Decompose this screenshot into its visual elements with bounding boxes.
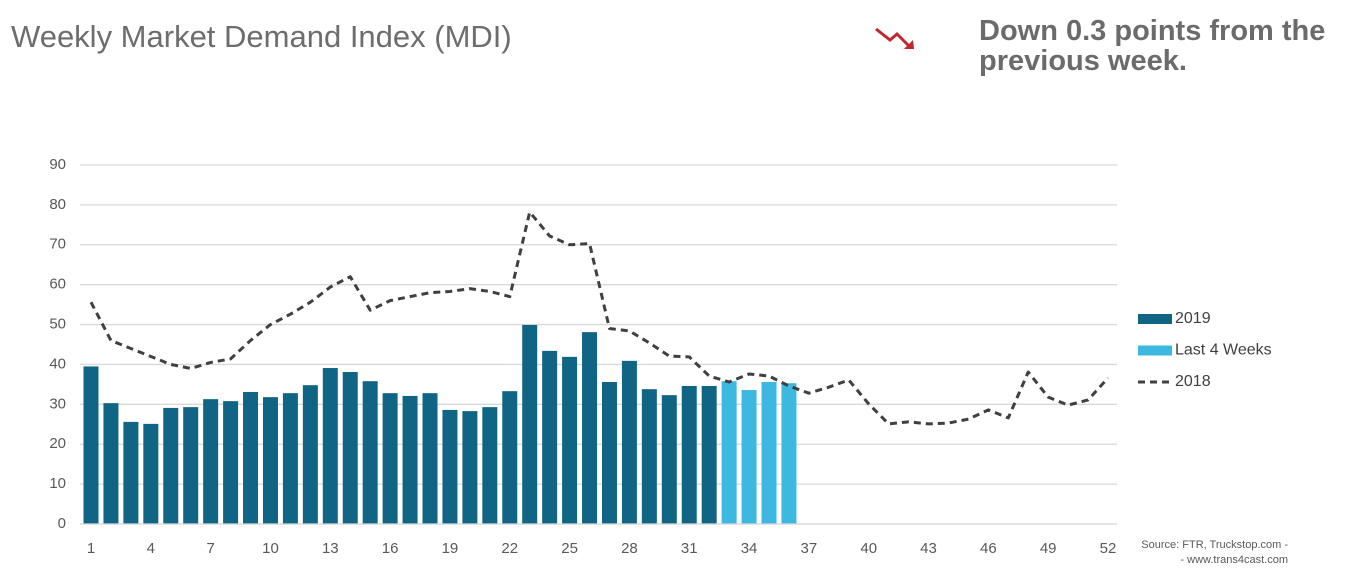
bar: [681, 385, 697, 524]
bar: [542, 350, 558, 524]
chart-title: Weekly Market Demand Index (MDI): [11, 19, 512, 54]
bar: [83, 366, 99, 524]
bar: [601, 381, 617, 524]
y-tick-label: 60: [49, 276, 66, 293]
y-tick-label: 0: [58, 515, 66, 532]
bar: [103, 403, 119, 524]
bar: [402, 395, 418, 524]
x-tick-label: 19: [442, 540, 459, 557]
bar: [582, 332, 598, 524]
x-tick-label: 40: [860, 540, 877, 557]
legend-swatch: [1138, 314, 1172, 324]
bar: [482, 407, 498, 524]
x-tick-label: 1: [87, 540, 95, 557]
y-tick-label: 50: [49, 316, 66, 333]
y-tick-label: 70: [49, 236, 66, 253]
bar: [183, 407, 199, 524]
legend-label: Last 4 Weeks: [1175, 342, 1272, 359]
x-tick-label: 49: [1040, 540, 1057, 557]
bar: [223, 401, 239, 524]
y-tick-label: 90: [49, 156, 66, 173]
legend-label: 2018: [1175, 373, 1211, 390]
bar: [123, 421, 139, 524]
down-arrow-head: [904, 40, 914, 49]
bar: [701, 385, 717, 524]
bar: [163, 407, 179, 524]
bar: [203, 399, 219, 524]
bar: [721, 381, 737, 524]
x-tick-label: 7: [206, 540, 214, 557]
source-note: Source: FTR, Truckstop.com -: [1141, 539, 1288, 551]
y-tick-label: 30: [49, 395, 66, 412]
bar: [262, 397, 278, 524]
down-arrow-icon: [875, 27, 911, 48]
bar: [342, 372, 358, 524]
bar: [302, 385, 318, 524]
x-tick-label: 16: [382, 540, 399, 557]
bar: [502, 391, 518, 524]
bar: [143, 423, 159, 524]
x-tick-label: 28: [621, 540, 638, 557]
x-tick-label: 25: [561, 540, 578, 557]
y-tick-label: 80: [49, 196, 66, 213]
bar: [741, 389, 757, 524]
x-tick-label: 37: [801, 540, 818, 557]
y-tick-label: 10: [49, 475, 66, 492]
bar: [322, 368, 338, 524]
bar: [362, 381, 378, 524]
legend-label: 2019: [1175, 310, 1211, 327]
bar: [282, 393, 298, 524]
bar: [422, 393, 438, 524]
bar: [562, 356, 578, 524]
y-tick-label: 20: [49, 435, 66, 452]
x-tick-label: 4: [147, 540, 155, 557]
bar: [382, 393, 398, 524]
y-tick-label: 40: [49, 355, 66, 372]
bar: [522, 324, 538, 524]
bar: [781, 383, 797, 524]
bar: [243, 391, 259, 524]
x-tick-label: 52: [1100, 540, 1117, 557]
x-tick-label: 10: [262, 540, 279, 557]
x-tick-label: 43: [920, 540, 937, 557]
bar: [621, 360, 637, 524]
x-tick-label: 46: [980, 540, 997, 557]
bar: [661, 395, 677, 524]
source-note: - www.trans4cast.com: [1180, 554, 1288, 566]
annotation-line: Down 0.3 points from the: [979, 15, 1325, 47]
bar: [442, 409, 458, 524]
legend-swatch: [1138, 345, 1172, 356]
bar: [641, 389, 657, 524]
x-tick-label: 34: [741, 540, 758, 557]
x-tick-label: 13: [322, 540, 339, 557]
annotation-line: previous week.: [979, 45, 1187, 77]
line-series: [89, 210, 1110, 426]
x-tick-label: 22: [501, 540, 518, 557]
bar: [761, 381, 777, 524]
x-tick-label: 31: [681, 540, 698, 557]
bar: [462, 411, 478, 524]
